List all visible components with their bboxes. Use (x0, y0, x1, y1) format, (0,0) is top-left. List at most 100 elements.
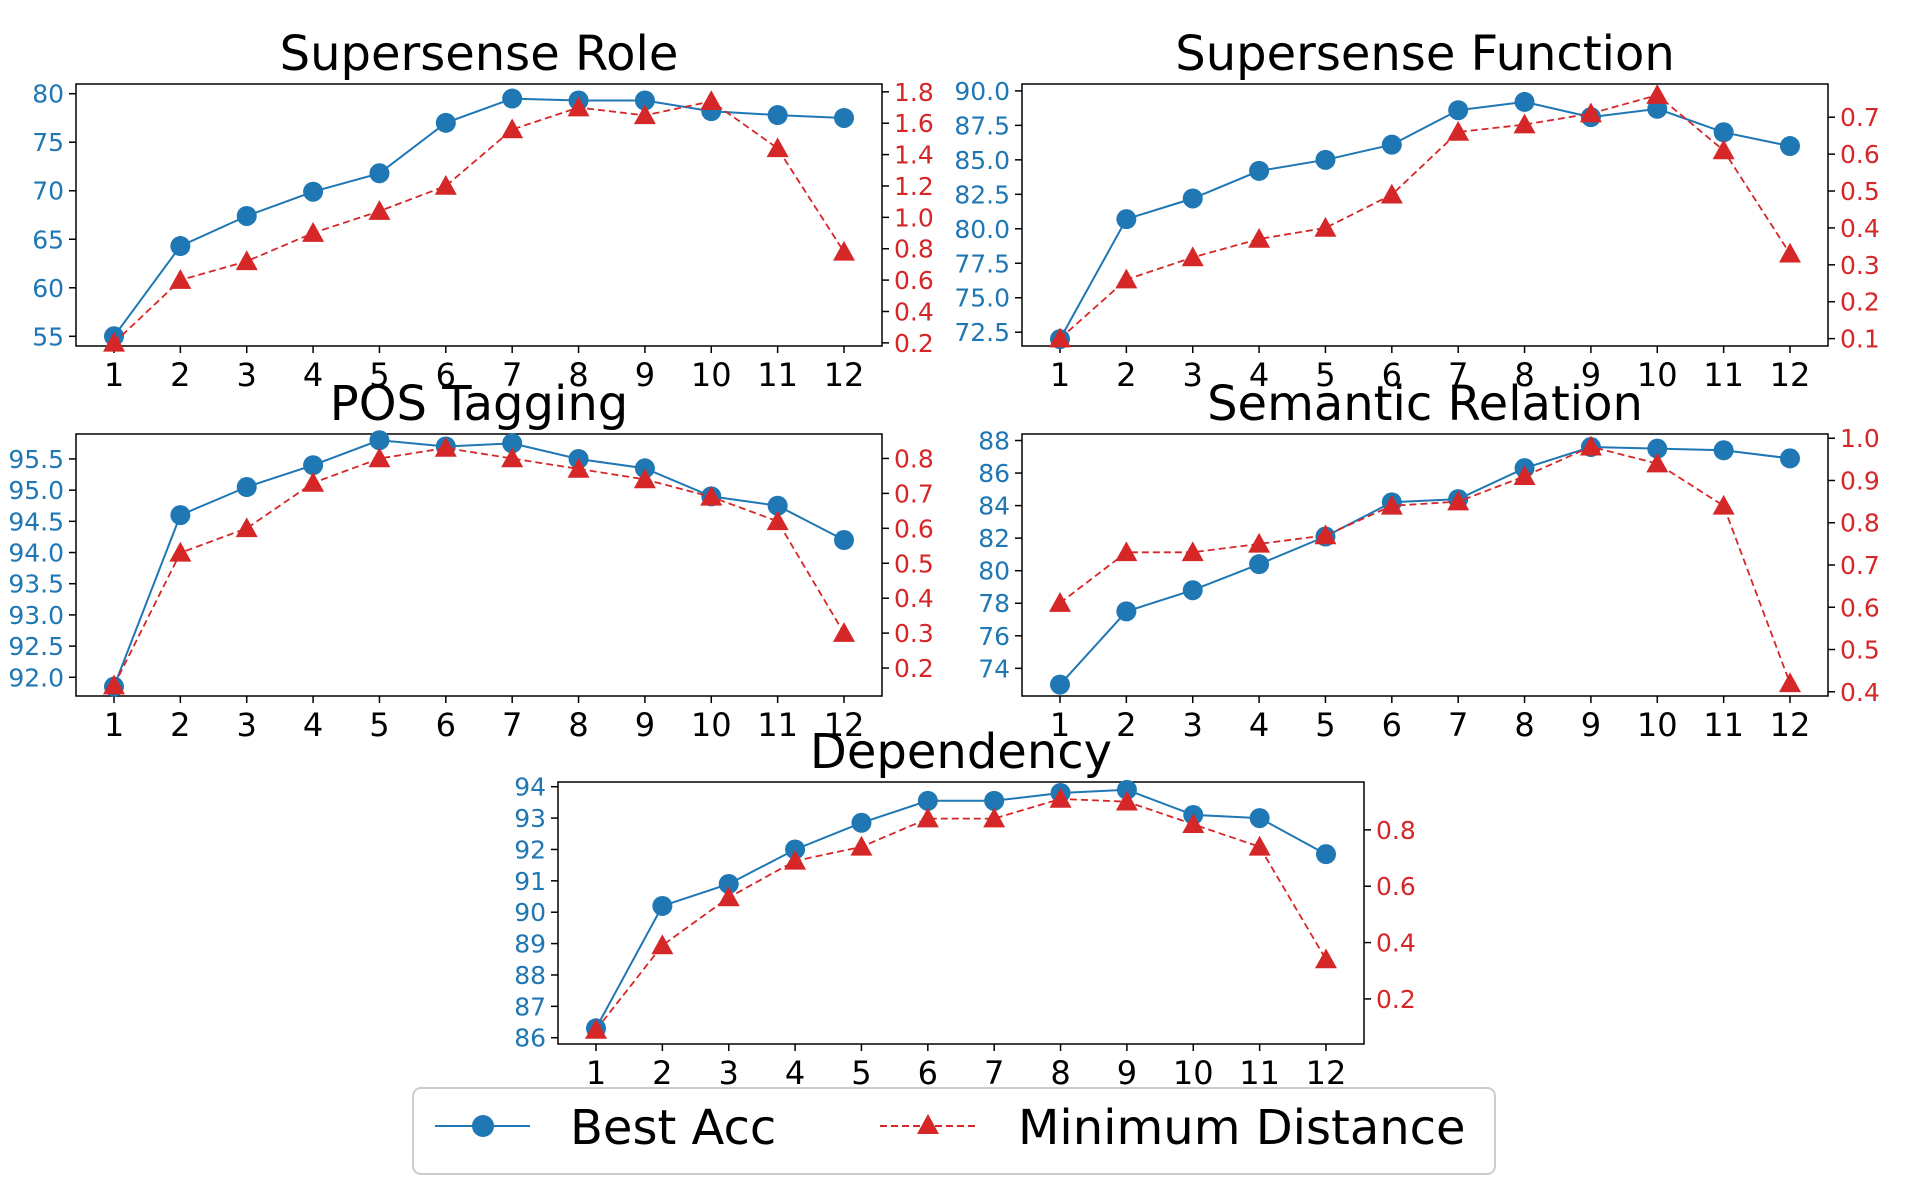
best-acc-point (236, 477, 257, 498)
min-distance-point (717, 886, 740, 907)
best-acc-point (1050, 674, 1070, 695)
x-tick-label: 10 (691, 706, 732, 744)
x-tick-label: 3 (1183, 706, 1203, 744)
min-distance-point (1248, 227, 1271, 248)
x-tick-label: 6 (1382, 706, 1402, 744)
x-tick-label: 9 (1581, 356, 1601, 394)
min-distance-point (1447, 490, 1470, 511)
min-distance-point (651, 934, 674, 955)
x-tick-label: 7 (984, 1054, 1004, 1092)
x-tick-label: 12 (824, 356, 865, 394)
plot-frame (75, 433, 883, 697)
min-distance-point (916, 807, 939, 828)
x-tick-label: 2 (170, 706, 190, 744)
x-tick-label: 8 (1514, 706, 1534, 744)
min-distance-point (169, 541, 192, 562)
y-left-tick-label: 70 (32, 177, 64, 206)
min-distance-point (1513, 113, 1536, 134)
y-left-tick-label: 92.5 (8, 632, 64, 661)
y-right-tick-label: 0.2 (894, 654, 934, 683)
y-right-tick-label: 1.0 (1840, 424, 1880, 453)
x-tick-label: 1 (586, 1054, 606, 1092)
y-left-tick-label: 80 (978, 557, 1010, 586)
x-tick-label: 11 (757, 356, 798, 394)
best-acc-point (1315, 149, 1336, 170)
x-tick-label: 3 (719, 1054, 739, 1092)
best-acc-point (1249, 554, 1270, 575)
min-distance-point (833, 240, 855, 261)
min-distance-point (1314, 524, 1337, 545)
min-distance-point (633, 104, 656, 125)
y-left-tick-label: 87 (514, 992, 546, 1021)
best-acc-point (634, 458, 655, 479)
best-acc-point (303, 455, 324, 476)
best-acc-point (236, 205, 257, 226)
min-distance-point (103, 331, 125, 352)
x-tick-label: 6 (436, 706, 456, 744)
x-tick-label: 4 (785, 1054, 805, 1092)
chart-title: Dependency (810, 724, 1112, 780)
x-tick-label: 5 (1315, 706, 1335, 744)
min-distance-point (766, 137, 789, 158)
y-left-tick-label: 95.5 (8, 445, 64, 474)
min-distance-point (169, 269, 192, 289)
x-tick-label: 8 (1514, 356, 1534, 394)
best-acc-point (984, 790, 1005, 811)
min-distance-line (1059, 445, 1791, 684)
min-distance-point (1049, 592, 1071, 612)
best-acc-point (369, 430, 390, 451)
min-distance-point (1315, 948, 1337, 969)
min-distance-line (1059, 94, 1791, 340)
y-left-tick-label: 82.5 (954, 180, 1010, 209)
chart-title: Supersense Function (1175, 26, 1675, 82)
min-distance-point (1248, 532, 1271, 553)
y-left-tick-label: 94.5 (8, 507, 64, 536)
min-distance-point (1513, 465, 1536, 486)
y-left-tick-label: 93.0 (8, 601, 64, 630)
x-tick-label: 8 (568, 356, 588, 394)
min-distance-point (368, 200, 391, 220)
min-distance-line (113, 100, 845, 344)
best-acc-line (595, 788, 1327, 1029)
best-acc-point (1448, 100, 1469, 121)
y-right-tick-label: 0.3 (894, 619, 934, 648)
best-acc-point (170, 505, 191, 526)
y-right-tick-label: 0.8 (894, 444, 934, 473)
min-distance-point (850, 835, 873, 856)
y-right-tick-label: 0.2 (894, 329, 934, 358)
min-distance-point (434, 436, 457, 457)
x-tick-label: 5 (369, 706, 389, 744)
best-acc-point (851, 812, 872, 833)
legend-min-dist-marker (917, 1114, 939, 1134)
min-distance-point (766, 510, 789, 531)
min-distance-point (302, 471, 325, 492)
x-tick-label: 5 (1315, 356, 1335, 394)
best-acc-point (1514, 91, 1535, 112)
y-right-tick-label: 0.1 (1840, 325, 1880, 354)
x-tick-label: 10 (1637, 706, 1678, 744)
y-left-tick-label: 95.0 (8, 476, 64, 505)
best-acc-point (1249, 808, 1270, 829)
x-tick-label: 10 (691, 356, 732, 394)
x-tick-label: 9 (1581, 706, 1601, 744)
y-left-tick-label: 55 (32, 322, 64, 351)
y-left-tick-label: 80 (32, 80, 64, 109)
min-distance-point (833, 622, 855, 642)
y-right-tick-label: 0.5 (894, 549, 934, 578)
y-right-tick-label: 0.4 (1840, 678, 1880, 707)
min-distance-point (567, 96, 590, 117)
best-acc-point (1647, 438, 1668, 459)
best-acc-point (1182, 580, 1203, 601)
min-distance-point (1712, 494, 1735, 515)
x-tick-label: 8 (1050, 1054, 1070, 1092)
y-right-tick-label: 0.2 (1840, 288, 1880, 317)
min-distance-point (1182, 813, 1205, 834)
min-distance-point (784, 849, 807, 870)
min-distance-point (1181, 541, 1204, 562)
min-distance-point (103, 674, 125, 695)
x-tick-label: 9 (635, 356, 655, 394)
x-tick-label: 7 (502, 706, 522, 744)
